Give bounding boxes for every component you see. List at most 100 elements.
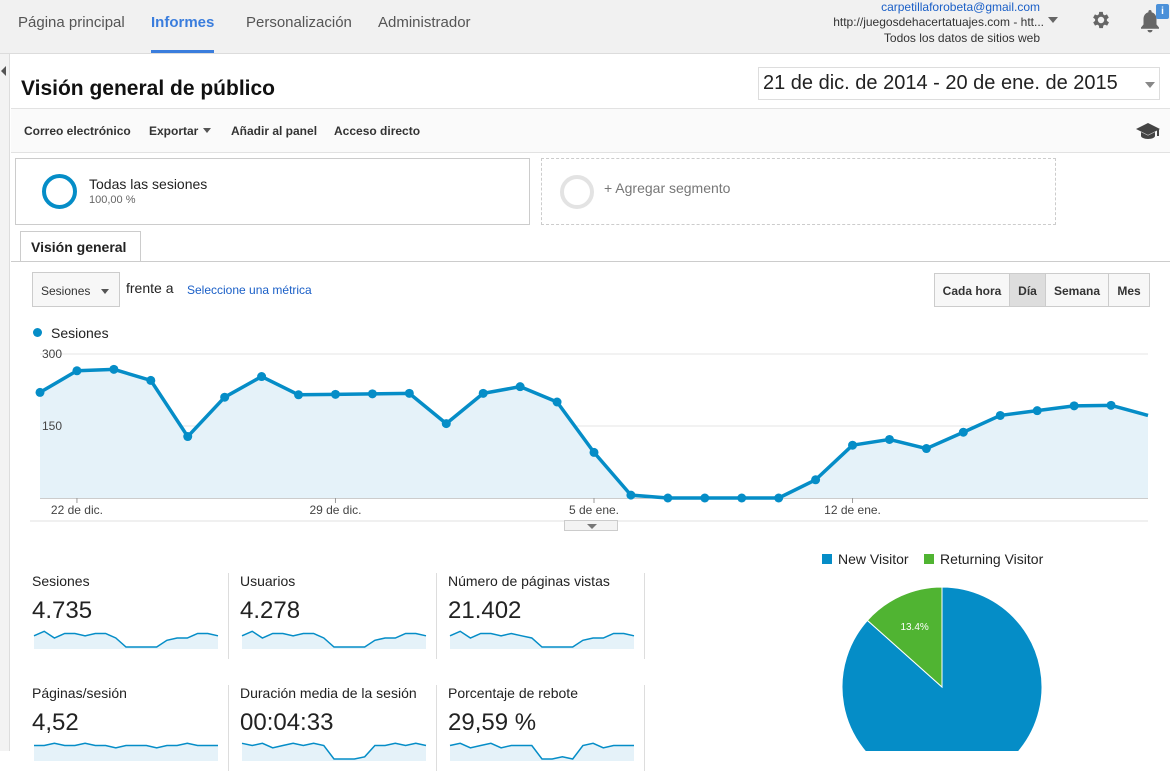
scorecard-avg-duration: Duración media de la sesión 00:04:33 <box>240 685 440 771</box>
legend-swatch <box>924 554 934 564</box>
sparkline-line <box>449 630 635 648</box>
data-point[interactable] <box>294 390 304 400</box>
data-point[interactable] <box>958 427 968 437</box>
pie-legend-new[interactable]: New Visitor <box>822 551 909 567</box>
y-tick-label: 300 <box>42 347 62 361</box>
scorecard-value: 00:04:33 <box>240 709 334 736</box>
account-site: http://juegosdehacertatuajes.com - htt..… <box>833 15 1044 29</box>
export-button[interactable]: Exportar <box>149 124 212 138</box>
data-point[interactable] <box>478 388 488 398</box>
scorecard-label: Porcentaje de rebote <box>448 685 578 701</box>
pie-legend-label: Returning Visitor <box>940 551 1044 567</box>
sparkline <box>33 630 219 649</box>
bell-icon[interactable] <box>1138 8 1162 34</box>
granularity-hourly[interactable]: Cada hora <box>934 273 1010 307</box>
divider <box>436 685 437 771</box>
chevron-down-icon[interactable] <box>1048 17 1058 23</box>
granularity-month[interactable]: Mes <box>1108 273 1150 307</box>
sparkline-fill <box>242 631 426 649</box>
top-nav: Página principal Informes Personalizació… <box>0 0 1170 54</box>
data-point[interactable] <box>515 382 525 392</box>
data-point[interactable] <box>183 432 193 442</box>
sessions-line-chart: 300 150 22 de dic. 29 de dic. 5 de ene. 12 d… <box>30 347 1149 522</box>
email-button[interactable]: Correo electrónico <box>24 124 131 138</box>
data-point[interactable] <box>1069 401 1079 411</box>
graduation-cap-icon[interactable] <box>1135 121 1161 141</box>
data-point[interactable] <box>995 410 1005 420</box>
segment-ring-icon <box>560 175 594 209</box>
metric-dropdown[interactable]: Sesiones <box>32 272 120 307</box>
data-point[interactable] <box>589 447 599 457</box>
select-metric-link[interactable]: Seleccione una métrica <box>187 283 312 297</box>
sparkline-line <box>33 630 219 648</box>
scorecard-label: Usuarios <box>240 573 296 589</box>
data-point[interactable] <box>921 444 931 454</box>
segment-label: Todas las sesiones <box>89 176 208 192</box>
tab-home[interactable]: Página principal <box>18 14 125 31</box>
legend-swatch <box>822 554 832 564</box>
data-point[interactable] <box>257 372 267 382</box>
date-range-picker[interactable]: 21 de dic. de 2014 - 20 de ene. de 2015 <box>758 67 1160 100</box>
chevron-down-icon[interactable] <box>1145 82 1155 88</box>
data-point[interactable] <box>663 493 673 503</box>
granularity-week[interactable]: Semana <box>1045 273 1109 307</box>
shortcut-button[interactable]: Acceso directo <box>334 124 421 138</box>
notification-badge[interactable]: i <box>1156 4 1169 19</box>
metric-selected: Sesiones <box>41 284 91 298</box>
data-point[interactable] <box>220 392 230 402</box>
add-segment-button[interactable]: + Agregar segmento <box>541 158 1056 225</box>
sparkline <box>449 630 635 649</box>
data-point[interactable] <box>700 493 710 503</box>
add-segment-label: + Agregar segmento <box>604 180 731 196</box>
data-point[interactable] <box>146 375 156 385</box>
data-point[interactable] <box>404 388 414 398</box>
granularity-day[interactable]: Día <box>1009 273 1046 307</box>
tab-reports[interactable]: Informes <box>151 14 215 53</box>
scorecard-users: Usuarios 4.278 <box>240 573 440 659</box>
x-tick-label: 12 de ene. <box>824 503 881 517</box>
segment-all-sessions[interactable]: Todas las sesiones 100,00 % <box>15 158 530 225</box>
data-point[interactable] <box>1106 400 1116 410</box>
data-point[interactable] <box>330 389 340 399</box>
sparkline-fill <box>450 631 634 649</box>
data-point[interactable] <box>774 493 784 503</box>
pie-legend-returning[interactable]: Returning Visitor <box>924 551 1043 567</box>
data-point[interactable] <box>552 397 562 407</box>
data-point[interactable] <box>884 434 894 444</box>
divider <box>228 685 229 771</box>
side-collapse-bar[interactable] <box>0 54 10 751</box>
tab-admin[interactable]: Administrador <box>378 14 471 31</box>
account-email[interactable]: carpetillaforobeta@gmail.com <box>881 0 1040 14</box>
date-range-text: 21 de dic. de 2014 - 20 de ene. de 2015 <box>763 72 1118 94</box>
scorecard-sessions: Sesiones 4.735 <box>32 573 232 659</box>
versus-label: frente a <box>126 280 174 296</box>
data-point[interactable] <box>109 364 119 374</box>
collapse-arrow-icon[interactable] <box>1 66 6 76</box>
data-point[interactable] <box>72 366 82 376</box>
divider <box>436 573 437 659</box>
sparkline <box>34 742 218 761</box>
tab-overview[interactable]: Visión general <box>20 231 141 262</box>
tab-customization[interactable]: Personalización <box>246 14 352 31</box>
data-point[interactable] <box>811 475 821 485</box>
data-point[interactable] <box>441 419 451 429</box>
scorecard-value: 4.278 <box>240 597 301 624</box>
report-toolbar: Correo electrónico Exportar Añadir al pa… <box>11 108 1170 153</box>
data-point[interactable] <box>737 493 747 503</box>
scorecard-bounce-rate: Porcentaje de rebote 29,59 % <box>448 685 648 771</box>
gear-icon[interactable] <box>1090 9 1112 31</box>
chart-resize-handle[interactable] <box>564 520 618 531</box>
pie-slice-label: 13.4% <box>900 622 928 633</box>
sparkline <box>241 742 427 761</box>
data-point[interactable] <box>848 440 858 450</box>
data-point[interactable] <box>1032 406 1042 416</box>
segment-ring-icon <box>42 174 77 209</box>
data-point[interactable] <box>626 490 636 500</box>
chevron-down-icon <box>203 128 212 133</box>
add-to-dashboard-button[interactable]: Añadir al panel <box>231 124 318 138</box>
data-point[interactable] <box>35 387 45 397</box>
data-point[interactable] <box>367 389 377 399</box>
legend-marker <box>33 328 42 337</box>
page-title: Visión general de público <box>21 77 275 100</box>
pie-slice[interactable] <box>866 586 943 689</box>
